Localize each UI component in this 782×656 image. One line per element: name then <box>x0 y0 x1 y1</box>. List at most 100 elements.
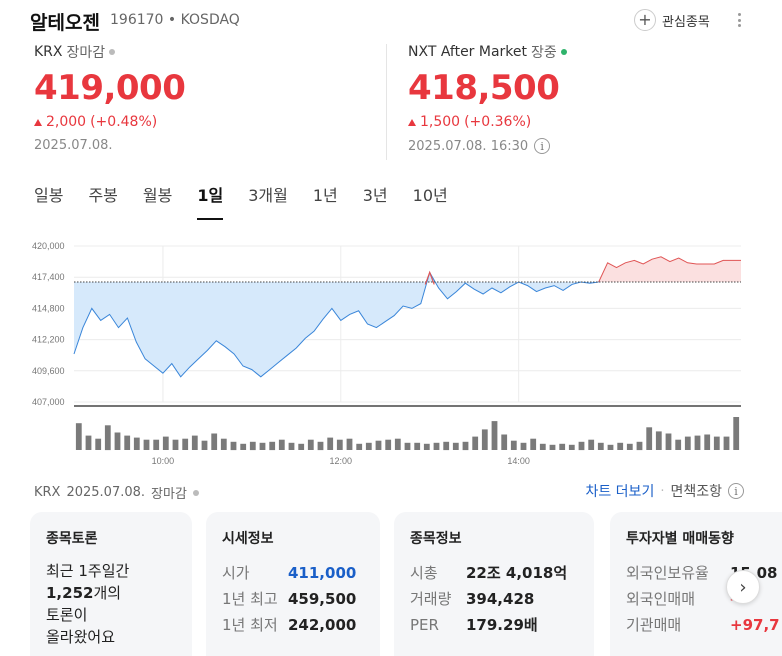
volume-bar <box>530 438 537 450</box>
krx-date: 2025.07.08. <box>34 138 113 153</box>
y-tick-label: 414,800 <box>32 303 65 313</box>
krx-change-pct: (+0.48%) <box>90 114 158 130</box>
session-area <box>74 272 599 377</box>
volume-bar <box>655 431 662 450</box>
volume-bar <box>423 443 430 450</box>
x-tick-label: 10:00 <box>152 456 175 466</box>
chevron-right-icon[interactable]: › <box>726 570 760 604</box>
tab-1year[interactable]: 1년 <box>312 186 338 205</box>
volume-bar <box>269 441 276 451</box>
volume-bar <box>472 436 479 450</box>
tab-10years[interactable]: 10년 <box>412 186 448 205</box>
volume-bar <box>481 429 488 450</box>
y-tick-label: 407,000 <box>32 397 65 407</box>
up-arrow-icon <box>34 118 42 126</box>
volume-bar <box>327 437 334 450</box>
volume-bar <box>133 437 140 450</box>
disclaimer-link[interactable]: 면책조항 <box>670 484 722 500</box>
volume-bar <box>578 441 585 451</box>
price-divider <box>386 44 387 160</box>
volume-bar <box>85 435 92 450</box>
quote-card[interactable]: 시세정보 시가 411,000 1년 최고 459,500 1년 최저 242,000 <box>206 512 380 656</box>
period-tabs: 일봉 주봉 월봉 1일 3개월 1년 3년 10년 <box>34 182 473 220</box>
tab-3months[interactable]: 3개월 <box>248 186 288 205</box>
volume-bar <box>182 438 189 450</box>
price-spike-mark <box>424 270 435 285</box>
volume-bar <box>259 442 266 450</box>
info-icon[interactable]: i <box>534 138 551 154</box>
tab-weekly[interactable]: 주봉 <box>88 186 118 205</box>
nxt-price-block: NXT After Market 장중 418,500 1,500 (+0.36… <box>408 42 748 154</box>
volume-bar <box>617 442 624 450</box>
volume-bar <box>307 439 314 450</box>
tab-daily[interactable]: 일봉 <box>34 186 64 205</box>
footer-status: 장마감 <box>151 487 187 502</box>
info-row: 거래량 394,428 <box>410 590 535 608</box>
nxt-change-pct: (+0.36%) <box>464 114 532 130</box>
info-icon[interactable]: i <box>728 483 744 499</box>
volume-bar <box>288 442 295 450</box>
tab-monthly[interactable]: 월봉 <box>142 186 173 205</box>
volume-bar <box>104 425 111 451</box>
info-row: PER 179.29배 <box>410 616 538 634</box>
volume-bar <box>559 443 566 450</box>
krx-label: KRX <box>34 44 63 60</box>
favorite-button[interactable]: + 관심종목 <box>634 7 710 33</box>
volume-bar <box>114 432 121 450</box>
y-tick-label: 417,400 <box>32 272 65 282</box>
volume-bar <box>385 439 392 450</box>
volume-bar <box>336 439 343 450</box>
y-tick-label: 412,200 <box>32 335 65 345</box>
volume-bar <box>317 441 324 451</box>
tab-1day[interactable]: 1일 <box>197 182 224 220</box>
volume-bar <box>414 442 421 450</box>
x-tick-label: 14:00 <box>507 456 530 466</box>
x-tick-label: 12:00 <box>330 456 353 466</box>
volume-bar <box>694 435 701 450</box>
card-title: 종목토론 <box>46 531 98 547</box>
card-title: 투자자별 매매동향 <box>626 531 734 547</box>
volume-bar <box>162 436 169 450</box>
quote-row: 1년 최고 459,500 <box>222 590 357 608</box>
volume-bar <box>375 440 382 450</box>
volume-bar <box>191 435 198 450</box>
quote-row: 1년 최저 242,000 <box>222 616 357 634</box>
footer-date: 2025.07.08. <box>66 485 146 500</box>
volume-bar <box>220 438 227 450</box>
plus-icon: + <box>634 9 656 31</box>
volume-bar <box>230 441 237 451</box>
volume-bar <box>675 439 682 450</box>
intraday-price-chart[interactable]: 420,000 417,400 414,800 412,200 409,600 407,0… <box>30 234 742 472</box>
volume-bar <box>491 421 498 450</box>
stock-code: 196170 • KOSDAQ <box>110 12 240 28</box>
summary-cards: 종목토론 최근 1주일간 1,252개의 토론이 올라왔어요 시세정보 시가 41… <box>30 512 782 656</box>
stock-info-card[interactable]: 종목정보 시총 22조 4,018억 거래량 394,428 PER 179.29배 <box>394 512 594 656</box>
discussion-card[interactable]: 종목토론 최근 1주일간 1,252개의 토론이 올라왔어요 <box>30 512 192 656</box>
y-tick-label: 409,600 <box>32 366 65 376</box>
volume-bar <box>636 441 643 451</box>
market-open-dot-icon <box>560 49 567 55</box>
investor-row: 기관매매 +97,7 <box>626 616 780 634</box>
volume-bar <box>249 441 256 451</box>
volume-bar <box>365 442 372 450</box>
volume-bar <box>201 440 208 450</box>
volume-bar <box>172 439 179 450</box>
after-market-price-line <box>598 256 741 283</box>
volume-bar <box>462 441 469 451</box>
volume-bar <box>665 433 672 450</box>
volume-bar <box>713 436 720 450</box>
volume-bar <box>211 433 218 450</box>
tab-3years[interactable]: 3년 <box>362 186 388 205</box>
krx-price: 419,000 <box>34 68 186 108</box>
card-title: 종목정보 <box>410 531 462 547</box>
volume-bar <box>646 427 653 450</box>
volume-bar <box>346 438 353 450</box>
volume-bar <box>443 441 450 451</box>
chart-more-link[interactable]: 차트 더보기 <box>585 484 655 500</box>
volume-bar <box>143 439 150 450</box>
y-tick-label: 420,000 <box>32 241 65 251</box>
volume-bar <box>588 439 595 450</box>
more-menu-icon[interactable] <box>734 10 744 30</box>
volume-bar <box>684 436 691 450</box>
volume-bar <box>539 443 546 450</box>
